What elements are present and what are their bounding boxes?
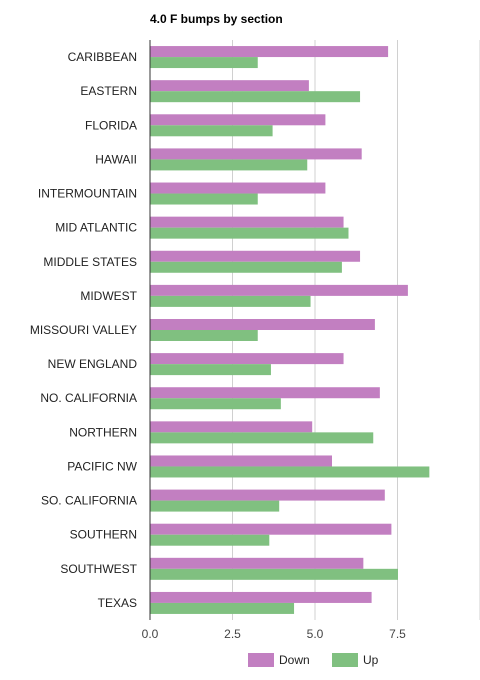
bar-up bbox=[150, 91, 361, 103]
category-label: SOUTHERN bbox=[70, 528, 137, 542]
category-labels: CARIBBEAN EASTERN FLORIDA HAWAII INTERMOUNTA… bbox=[30, 50, 138, 610]
category-label: MID ATLANTIC bbox=[55, 221, 137, 235]
bar-down bbox=[150, 250, 361, 262]
category-label: EASTERN bbox=[80, 84, 137, 98]
bar-down bbox=[150, 353, 344, 365]
x-tick-label: 5.0 bbox=[307, 627, 324, 641]
bar-up bbox=[150, 466, 430, 478]
bar-down bbox=[150, 387, 380, 399]
category-label: MIDDLE STATES bbox=[43, 255, 137, 269]
bar-down bbox=[150, 455, 332, 467]
legend: Down Up bbox=[248, 653, 379, 667]
category-label: INTERMOUNTAIN bbox=[38, 187, 137, 201]
bar-up bbox=[150, 568, 398, 580]
bar-up bbox=[150, 364, 271, 376]
x-tick-labels: 0.0 2.5 5.0 7.5 bbox=[142, 627, 407, 641]
bar-down bbox=[150, 148, 362, 160]
bar-down bbox=[150, 557, 364, 569]
legend-label-down: Down bbox=[279, 653, 310, 667]
bar-up bbox=[150, 125, 273, 137]
category-label: PACIFIC NW bbox=[67, 459, 137, 473]
bar-up bbox=[150, 57, 258, 69]
bar-up bbox=[150, 534, 270, 546]
category-label: TEXAS bbox=[98, 596, 137, 610]
bar-up bbox=[150, 227, 349, 239]
bar-down bbox=[150, 523, 392, 535]
bar-up bbox=[150, 602, 295, 614]
category-label: SO. CALIFORNIA bbox=[41, 494, 137, 508]
bar-up bbox=[150, 500, 280, 512]
bar-up bbox=[150, 193, 258, 205]
x-tick-label: 2.5 bbox=[224, 627, 241, 641]
category-label: FLORIDA bbox=[85, 118, 137, 132]
bar-down bbox=[150, 182, 326, 194]
category-label: HAWAII bbox=[95, 152, 137, 166]
bar-down bbox=[150, 80, 309, 92]
legend-label-up: Up bbox=[363, 653, 379, 667]
bar-down bbox=[150, 114, 326, 126]
bars bbox=[150, 46, 430, 614]
bar-up bbox=[150, 398, 281, 410]
category-label: CARIBBEAN bbox=[68, 50, 137, 64]
bar-down bbox=[150, 489, 385, 501]
chart-title: 4.0 F bumps by section bbox=[150, 12, 283, 26]
bar-down bbox=[150, 284, 408, 296]
category-label: NO. CALIFORNIA bbox=[40, 391, 137, 405]
category-label: NORTHERN bbox=[69, 425, 137, 439]
bar-up bbox=[150, 330, 258, 341]
category-label: MIDWEST bbox=[80, 289, 137, 303]
bar-up bbox=[150, 261, 342, 273]
legend-swatch-up bbox=[332, 653, 358, 667]
bar-down bbox=[150, 46, 389, 58]
bar-down bbox=[150, 421, 313, 433]
bar-down bbox=[150, 591, 372, 603]
bar-down bbox=[150, 216, 344, 228]
bar-up bbox=[150, 159, 308, 171]
x-tick-label: 0.0 bbox=[142, 627, 159, 641]
bar-down bbox=[150, 319, 375, 330]
category-label: SOUTHWEST bbox=[60, 562, 137, 576]
x-tick-label: 7.5 bbox=[389, 627, 406, 641]
category-label: NEW ENGLAND bbox=[48, 357, 138, 371]
bar-up bbox=[150, 432, 374, 444]
bar-up bbox=[150, 295, 311, 307]
legend-swatch-down bbox=[248, 653, 274, 667]
category-label: MISSOURI VALLEY bbox=[30, 323, 137, 337]
